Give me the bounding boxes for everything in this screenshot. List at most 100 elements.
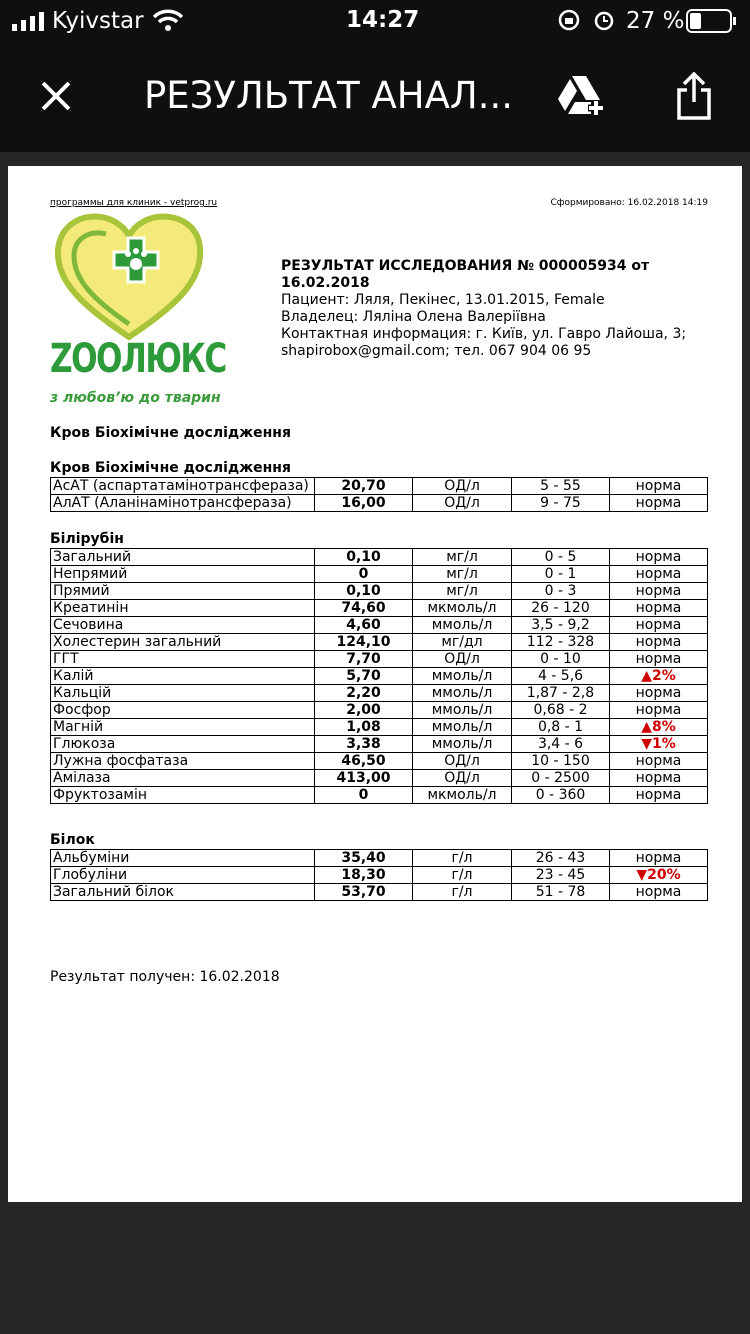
battery-percent: 27 %: [626, 8, 685, 34]
unit: ммоль/л: [412, 718, 512, 736]
unit: г/л: [412, 849, 512, 867]
value: 0: [314, 565, 413, 583]
reference-range: 3,4 - 6: [511, 735, 610, 753]
status: норма: [609, 548, 708, 566]
test-name: Загальний: [50, 548, 315, 566]
signal-icon: [12, 12, 44, 31]
unit: ммоль/л: [412, 684, 512, 702]
test-name: Альбуміни: [50, 849, 315, 867]
value: 53,70: [314, 883, 413, 901]
unit: мкмоль/л: [412, 786, 512, 804]
table-row: Загальний 0,10 мг/л 0 - 5 норма: [50, 548, 708, 566]
status: ▼20%: [609, 866, 708, 884]
table-row: Прямий 0,10 мг/л 0 - 3 норма: [50, 582, 708, 600]
reference-range: 26 - 120: [511, 599, 610, 617]
status: норма: [609, 477, 708, 495]
unit: ОД/л: [412, 769, 512, 787]
battery-icon: [686, 9, 736, 33]
reference-range: 1,87 - 2,8: [511, 684, 610, 702]
unit: г/л: [412, 866, 512, 884]
test-name: Кальцій: [50, 684, 315, 702]
logo-graphic: [54, 213, 204, 341]
contact: Контактная информация: г. Київ, ул. Гавр…: [281, 326, 687, 359]
table-body: Альбуміни 35,40 г/л 26 - 43 норма Глобуліни 18…: [50, 849, 708, 901]
value: 35,40: [314, 849, 413, 867]
reference-range: 51 - 78: [511, 883, 610, 901]
reference-range: 112 - 328: [511, 633, 610, 651]
carrier: Kyivstar: [52, 8, 144, 34]
reference-range: 26 - 43: [511, 849, 610, 867]
results-table: АсАТ (аспартатамінотрансфераза) 20,70 ОД/л…: [50, 477, 708, 512]
test-name: Загальний білок: [50, 883, 315, 901]
table-row: Фосфор 2,00 ммоль/л 0,68 - 2 норма: [50, 701, 708, 719]
unit: мг/л: [412, 582, 512, 600]
table-row: Креатинін 74,60 мкмоль/л 26 - 120 норма: [50, 599, 708, 617]
test-name: Непрямий: [50, 565, 315, 583]
unit: ммоль/л: [412, 735, 512, 753]
reference-range: 3,5 - 9,2: [511, 616, 610, 634]
table-row: ГГТ 7,70 ОД/л 0 - 10 норма: [50, 650, 708, 668]
test-name: Сечовина: [50, 616, 315, 634]
status: норма: [609, 849, 708, 867]
test-name: Фосфор: [50, 701, 315, 719]
table-body: Загальний 0,10 мг/л 0 - 5 норма Непрямий 0 мг/л…: [50, 548, 708, 804]
close-button[interactable]: [40, 80, 72, 112]
reference-range: 0,68 - 2: [511, 701, 610, 719]
test-name: Глюкоза: [50, 735, 315, 753]
status: норма: [609, 769, 708, 787]
patient: Пациент: Ляля, Пекінес, 13.01.2015, Fema…: [281, 292, 605, 308]
table-row: Загальний білок 53,70 г/л 51 - 78 норма: [50, 883, 708, 901]
analysis-title: Кров Біохімічне дослідження: [50, 425, 291, 441]
reference-range: 4 - 5,6: [511, 667, 610, 685]
drive-add-button[interactable]: [558, 74, 606, 118]
value: 124,10: [314, 633, 413, 651]
status: ▲8%: [609, 718, 708, 736]
status: норма: [609, 752, 708, 770]
status: норма: [609, 565, 708, 583]
unit: ммоль/л: [412, 701, 512, 719]
value: 2,00: [314, 701, 413, 719]
value: 20,70: [314, 477, 413, 495]
status: ▲2%: [609, 667, 708, 685]
status: норма: [609, 599, 708, 617]
value: 7,70: [314, 650, 413, 668]
toolbar-title: РЕЗУЛЬТАТ АНАЛ...: [144, 74, 513, 117]
reference-range: 0 - 360: [511, 786, 610, 804]
source-link[interactable]: программы для клиник - vetprog.ru: [50, 198, 218, 208]
value: 413,00: [314, 769, 413, 787]
share-button[interactable]: [676, 72, 712, 120]
table-row: Лужна фосфатаза 46,50 ОД/л 10 - 150 норма: [50, 752, 708, 770]
value: 1,08: [314, 718, 413, 736]
status-icons: [558, 9, 614, 31]
reference-range: 5 - 55: [511, 477, 610, 495]
status: норма: [609, 883, 708, 901]
unit: ОД/л: [412, 477, 512, 495]
results-table: Альбуміни 35,40 г/л 26 - 43 норма Глобуліни 18…: [50, 849, 708, 901]
value: 2,20: [314, 684, 413, 702]
value: 74,60: [314, 599, 413, 617]
unit: ОД/л: [412, 752, 512, 770]
status: норма: [609, 684, 708, 702]
test-name: АсАТ (аспартатамінотрансфераза): [50, 477, 315, 495]
value: 46,50: [314, 752, 413, 770]
value: 18,30: [314, 866, 413, 884]
value: 0,10: [314, 548, 413, 566]
unit: г/л: [412, 883, 512, 901]
unit: ммоль/л: [412, 616, 512, 634]
table-row: Глюкоза 3,38 ммоль/л 3,4 - 6 ▼1%: [50, 735, 708, 753]
test-name: Холестерин загальний: [50, 633, 315, 651]
reference-range: 0 - 1: [511, 565, 610, 583]
reference-range: 23 - 45: [511, 866, 610, 884]
owner: Владелец: Ляліна Олена Валеріївна: [281, 309, 546, 325]
reference-range: 10 - 150: [511, 752, 610, 770]
test-name: Креатинін: [50, 599, 315, 617]
table-body: АсАТ (аспартатамінотрансфераза) 20,70 ОД/л…: [50, 477, 708, 512]
status: ▼1%: [609, 735, 708, 753]
status: норма: [609, 494, 708, 512]
value: 3,38: [314, 735, 413, 753]
table-row: Глобуліни 18,30 г/л 23 - 45 ▼20%: [50, 866, 708, 884]
document: программы для клиник - vetprog.ru Сформи…: [8, 166, 742, 1202]
status: норма: [609, 616, 708, 634]
clock: 14:27: [346, 7, 420, 33]
table-row: АсАТ (аспартатамінотрансфераза) 20,70 ОД/л…: [50, 477, 708, 495]
